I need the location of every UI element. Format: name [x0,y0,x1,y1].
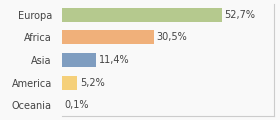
Text: 5,2%: 5,2% [80,78,105,88]
Bar [62,76,77,90]
Text: 11,4%: 11,4% [99,55,129,65]
Text: 30,5%: 30,5% [157,32,188,42]
Bar [62,53,96,67]
Text: 52,7%: 52,7% [224,10,255,20]
Bar [62,30,154,44]
Bar [62,8,222,22]
Text: 0,1%: 0,1% [64,100,89,110]
